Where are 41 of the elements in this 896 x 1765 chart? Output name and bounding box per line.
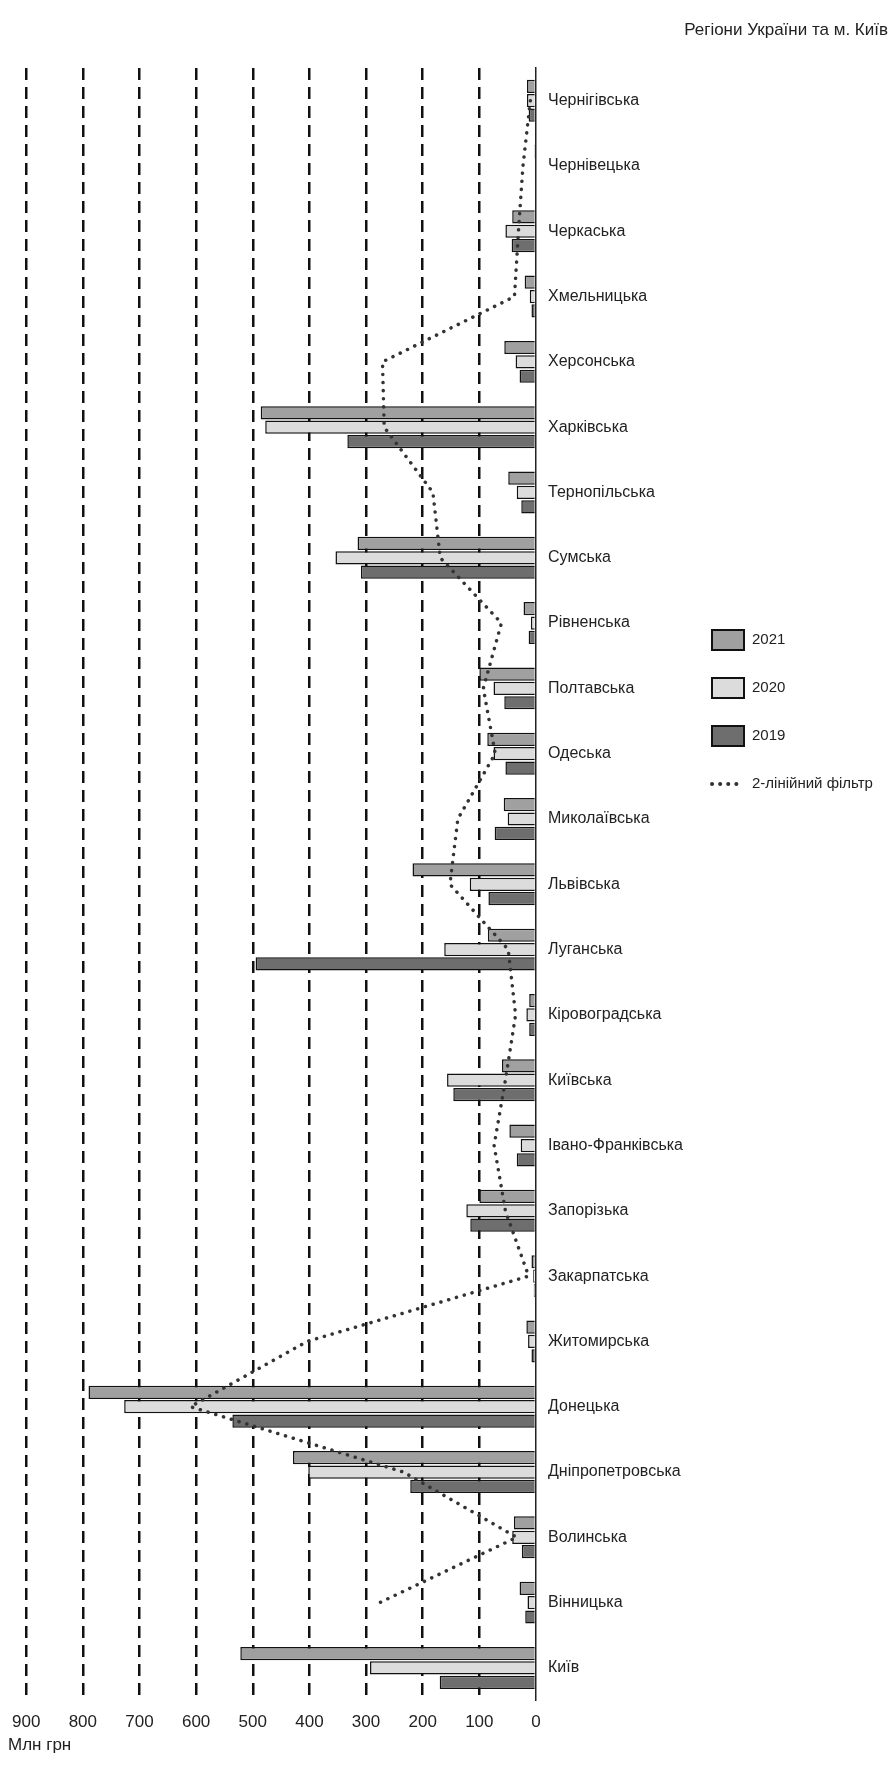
y-tick-label: Закарпатська bbox=[548, 1266, 649, 1284]
x-tick-label: 600 bbox=[181, 1712, 211, 1732]
y-tick-label: Київ bbox=[548, 1658, 580, 1676]
x-tick-label: 300 bbox=[351, 1712, 381, 1732]
y-tick-label: Івано-Франківська bbox=[548, 1135, 684, 1153]
y-tick-label: Чернігівська bbox=[548, 91, 640, 109]
y-tick-label: Миколаївська bbox=[548, 809, 650, 827]
x-axis-title: Регіони України та м. Київ bbox=[684, 19, 888, 39]
x-tick-label: 200 bbox=[408, 1712, 437, 1732]
legend-label: 2020 bbox=[752, 678, 786, 696]
y-tick-label: Одеська bbox=[548, 744, 612, 762]
y-tick-label: Житомирська bbox=[548, 1331, 650, 1349]
y-axis-title: Млн грн bbox=[8, 1734, 72, 1754]
x-tick-label: 700 bbox=[125, 1712, 154, 1732]
y-tick-label: Харківська bbox=[548, 417, 629, 435]
legend-label: 2021 bbox=[752, 630, 786, 648]
y-tick-label: Рівненська bbox=[548, 613, 630, 631]
y-tick-label: Полтавська bbox=[548, 678, 635, 696]
x-tick-label: 900 bbox=[11, 1712, 41, 1732]
y-tick-label: Тернопільська bbox=[548, 482, 655, 500]
x-tick-label: 500 bbox=[238, 1712, 267, 1732]
legend-label: 2019 bbox=[752, 726, 786, 744]
y-tick-label: Чернівецька bbox=[548, 156, 640, 174]
y-tick-label: Вінницька bbox=[548, 1593, 623, 1611]
legend-label: 2-лінійний фільтр bbox=[752, 774, 873, 792]
x-tick-label: 400 bbox=[295, 1712, 324, 1732]
y-tick-label: Волинська bbox=[548, 1527, 628, 1545]
y-tick-label: Запорізька bbox=[548, 1201, 629, 1219]
y-tick-label: Сумська bbox=[548, 548, 612, 566]
x-tick-label: 800 bbox=[68, 1712, 98, 1732]
y-tick-label: Хмельницька bbox=[548, 286, 648, 304]
x-tick-label: 0 bbox=[531, 1712, 541, 1732]
y-tick-label: Київська bbox=[548, 1070, 612, 1088]
y-tick-label: Львівська bbox=[548, 874, 620, 892]
y-tick-label: Луганська bbox=[548, 940, 623, 958]
y-tick-label: Донецька bbox=[548, 1397, 620, 1415]
y-tick-label: Херсонська bbox=[548, 352, 636, 370]
y-tick-label: Черкаська bbox=[548, 221, 626, 239]
x-tick-label: 100 bbox=[465, 1712, 494, 1732]
y-tick-label: Дніпропетровська bbox=[548, 1462, 681, 1480]
y-tick-label: Кіровоградська bbox=[548, 1005, 662, 1023]
